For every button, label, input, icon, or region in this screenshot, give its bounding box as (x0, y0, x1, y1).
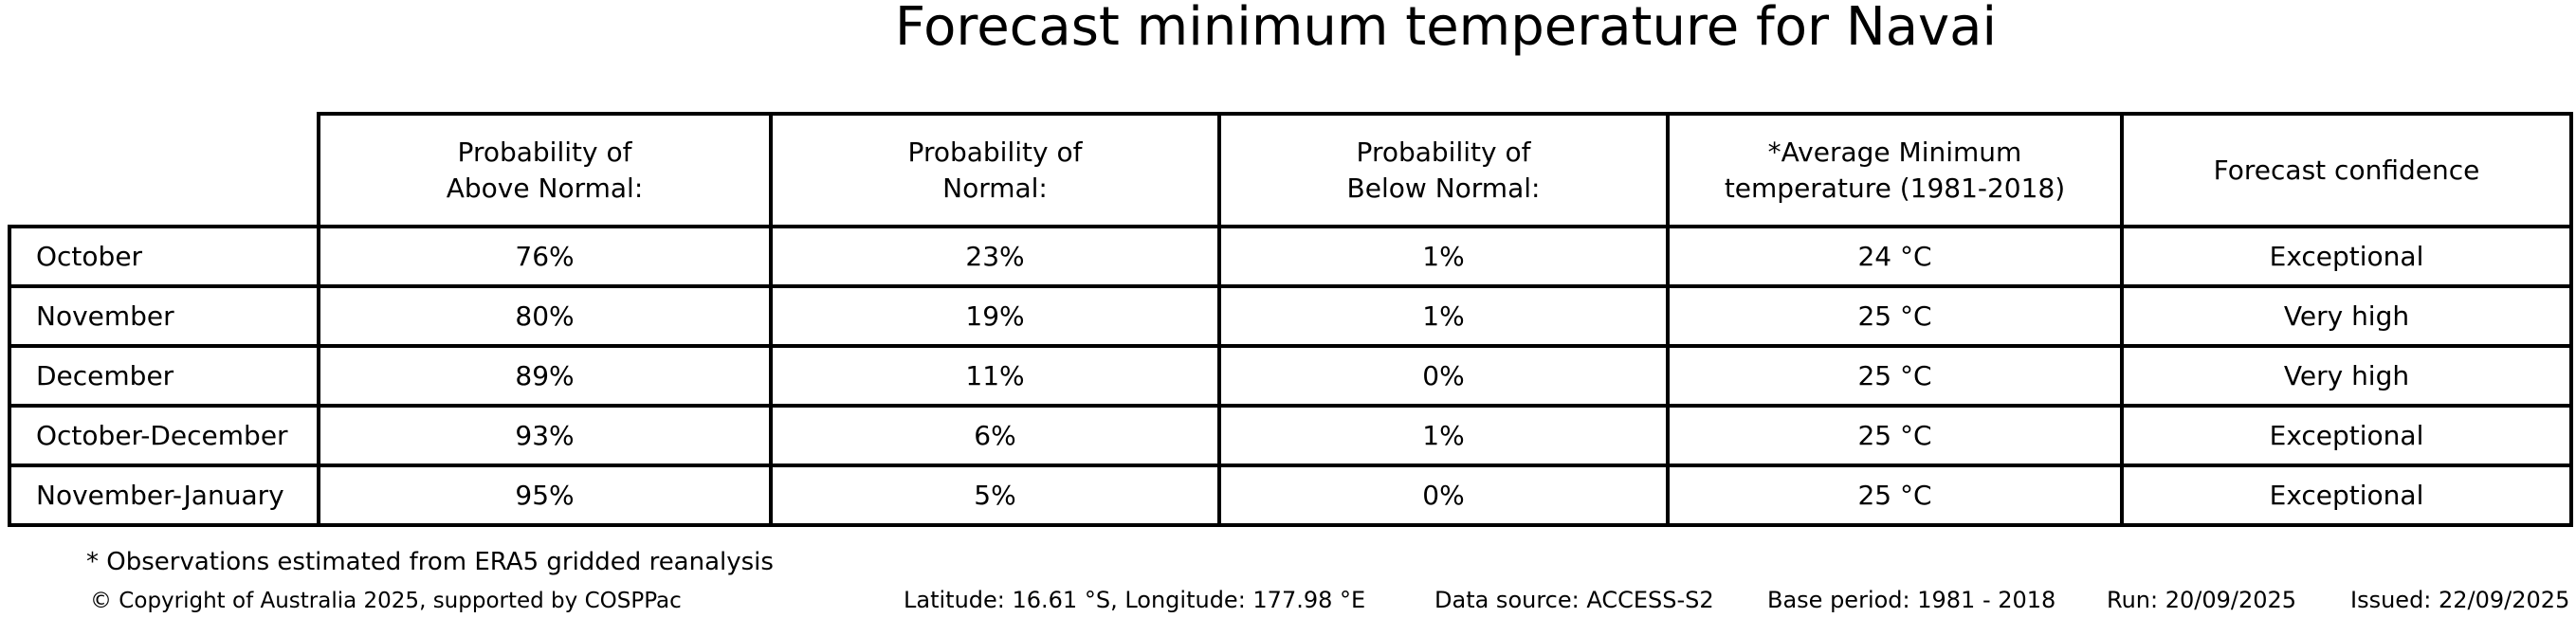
col-header-normal: Probability of Normal: (769, 112, 1221, 228)
page-title: Forecast minimum temperature for Navai (894, 0, 1998, 58)
col-header-forecast-confidence: Forecast confidence (2120, 112, 2573, 228)
run-date-text: Run: 20/09/2025 (2107, 587, 2297, 613)
table-row: November 80% 19% 1% 25 °C Very high (8, 284, 2573, 348)
below-normal-cell: 1% (1217, 404, 1670, 467)
table-row: November-January 95% 5% 0% 25 °C Excepti… (8, 464, 2573, 527)
above-normal-cell: 95% (317, 464, 773, 527)
col-header-below-normal: Probability of Below Normal: (1217, 112, 1670, 228)
col-header-above-normal: Probability of Above Normal: (317, 112, 773, 228)
confidence-cell: Exceptional (2120, 404, 2573, 467)
normal-cell: 5% (769, 464, 1221, 527)
base-period-text: Base period: 1981 - 2018 (1767, 587, 2056, 613)
table-row: December 89% 11% 0% 25 °C Very high (8, 344, 2573, 408)
avg-min-temp-cell: 24 °C (1666, 225, 2124, 288)
copyright-text: © Copyright of Australia 2025, supported… (90, 589, 682, 613)
table-header-row: Probability of Above Normal: Probability… (9, 112, 2573, 228)
normal-cell: 23% (769, 225, 1221, 288)
above-normal-cell: 89% (317, 344, 773, 408)
confidence-cell: Very high (2120, 284, 2573, 348)
below-normal-cell: 0% (1217, 464, 1670, 527)
confidence-cell: Exceptional (2120, 464, 2573, 527)
period-cell: October (8, 225, 320, 288)
above-normal-cell: 93% (317, 404, 773, 467)
avg-min-temp-cell: 25 °C (1666, 404, 2124, 467)
col-header-avg-min-temp: *Average Minimum temperature (1981-2018) (1666, 112, 2124, 228)
below-normal-cell: 1% (1217, 284, 1670, 348)
avg-min-temp-cell: 25 °C (1666, 284, 2124, 348)
table-row: October 76% 23% 1% 24 °C Exceptional (8, 225, 2573, 288)
below-normal-cell: 0% (1217, 344, 1670, 408)
forecast-table: Probability of Above Normal: Probability… (8, 112, 2573, 527)
observations-footnote: * Observations estimated from ERA5 gridd… (86, 548, 774, 576)
avg-min-temp-cell: 25 °C (1666, 464, 2124, 527)
period-cell: October-December (8, 404, 320, 467)
confidence-cell: Exceptional (2120, 225, 2573, 288)
normal-cell: 11% (769, 344, 1221, 408)
normal-cell: 19% (769, 284, 1221, 348)
below-normal-cell: 1% (1217, 225, 1670, 288)
avg-min-temp-cell: 25 °C (1666, 344, 2124, 408)
confidence-cell: Very high (2120, 344, 2573, 408)
lat-long-text: Latitude: 16.61 °S, Longitude: 177.98 °E (904, 587, 1366, 613)
table-corner-empty (9, 114, 319, 227)
normal-cell: 6% (769, 404, 1221, 467)
above-normal-cell: 76% (317, 225, 773, 288)
period-cell: November-January (8, 464, 320, 527)
table-row: October-December 93% 6% 1% 25 °C Excepti… (8, 404, 2573, 467)
period-cell: November (8, 284, 320, 348)
issued-date-text: Issued: 22/09/2025 (2350, 587, 2570, 613)
data-source-text: Data source: ACCESS-S2 (1434, 587, 1714, 613)
period-cell: December (8, 344, 320, 408)
above-normal-cell: 80% (317, 284, 773, 348)
